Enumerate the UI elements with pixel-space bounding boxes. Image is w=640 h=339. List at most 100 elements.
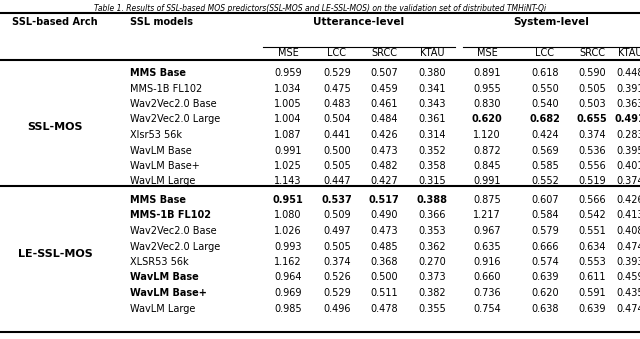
Text: 0.505: 0.505 <box>578 83 606 94</box>
Text: 0.507: 0.507 <box>370 68 398 78</box>
Text: KTAU: KTAU <box>618 48 640 58</box>
Text: 0.374: 0.374 <box>323 257 351 267</box>
Text: 0.341: 0.341 <box>419 83 445 94</box>
Text: 0.591: 0.591 <box>578 288 606 298</box>
Text: 0.388: 0.388 <box>417 195 447 205</box>
Text: 0.967: 0.967 <box>473 226 501 236</box>
Text: 0.358: 0.358 <box>418 161 446 171</box>
Text: Table 1. Results of SSL-based MOS predictors(SSL-MOS and LE-SSL-MOS) on the vali: Table 1. Results of SSL-based MOS predic… <box>94 4 546 13</box>
Text: 0.490: 0.490 <box>371 211 397 220</box>
Text: 0.461: 0.461 <box>371 99 397 109</box>
Text: LE-SSL-MOS: LE-SSL-MOS <box>18 249 92 259</box>
Text: LCC: LCC <box>536 48 554 58</box>
Text: KTAU: KTAU <box>420 48 444 58</box>
Text: 0.517: 0.517 <box>369 195 399 205</box>
Text: 0.666: 0.666 <box>531 241 559 252</box>
Text: 1.005: 1.005 <box>274 99 302 109</box>
Text: 0.483: 0.483 <box>323 99 351 109</box>
Text: 0.550: 0.550 <box>531 83 559 94</box>
Text: 0.969: 0.969 <box>275 288 301 298</box>
Text: 0.845: 0.845 <box>473 161 501 171</box>
Text: 0.585: 0.585 <box>531 161 559 171</box>
Text: 0.474: 0.474 <box>616 241 640 252</box>
Text: 0.635: 0.635 <box>473 241 501 252</box>
Text: LCC: LCC <box>328 48 346 58</box>
Text: 1.120: 1.120 <box>473 130 501 140</box>
Text: 0.395: 0.395 <box>616 145 640 156</box>
Text: 0.529: 0.529 <box>323 68 351 78</box>
Text: 0.503: 0.503 <box>578 99 606 109</box>
Text: 0.916: 0.916 <box>473 257 500 267</box>
Text: 0.459: 0.459 <box>370 83 398 94</box>
Text: MMS Base: MMS Base <box>130 68 186 78</box>
Text: 0.511: 0.511 <box>370 288 398 298</box>
Text: 0.475: 0.475 <box>323 83 351 94</box>
Text: Xlsr53 56k: Xlsr53 56k <box>130 130 182 140</box>
Text: System-level: System-level <box>513 17 589 27</box>
Text: 0.441: 0.441 <box>323 130 351 140</box>
Text: 0.459: 0.459 <box>616 273 640 282</box>
Text: 0.537: 0.537 <box>322 195 353 205</box>
Text: 1.087: 1.087 <box>274 130 302 140</box>
Text: 0.542: 0.542 <box>578 211 606 220</box>
Text: 0.505: 0.505 <box>323 161 351 171</box>
Text: MMS-1B FL102: MMS-1B FL102 <box>130 211 211 220</box>
Text: 0.363: 0.363 <box>616 99 640 109</box>
Text: 0.991: 0.991 <box>275 145 301 156</box>
Text: 0.526: 0.526 <box>323 273 351 282</box>
Text: WavLM Base+: WavLM Base+ <box>130 161 200 171</box>
Text: MSE: MSE <box>477 48 497 58</box>
Text: 0.283: 0.283 <box>616 130 640 140</box>
Text: 0.505: 0.505 <box>323 241 351 252</box>
Text: 0.491: 0.491 <box>614 115 640 124</box>
Text: 0.590: 0.590 <box>578 68 606 78</box>
Text: 0.353: 0.353 <box>418 226 446 236</box>
Text: MSE: MSE <box>278 48 298 58</box>
Text: 0.391: 0.391 <box>616 83 640 94</box>
Text: 0.485: 0.485 <box>370 241 398 252</box>
Text: 0.584: 0.584 <box>531 211 559 220</box>
Text: 0.551: 0.551 <box>578 226 606 236</box>
Text: 0.736: 0.736 <box>473 288 501 298</box>
Text: 0.682: 0.682 <box>529 115 561 124</box>
Text: 0.620: 0.620 <box>531 288 559 298</box>
Text: 0.500: 0.500 <box>370 273 398 282</box>
Text: 0.382: 0.382 <box>418 288 446 298</box>
Text: 1.217: 1.217 <box>473 211 501 220</box>
Text: 0.482: 0.482 <box>370 161 398 171</box>
Text: 0.634: 0.634 <box>579 241 605 252</box>
Text: 0.373: 0.373 <box>418 273 446 282</box>
Text: 0.474: 0.474 <box>616 303 640 314</box>
Text: 0.607: 0.607 <box>531 195 559 205</box>
Text: 1.034: 1.034 <box>275 83 301 94</box>
Text: 0.993: 0.993 <box>275 241 301 252</box>
Text: 0.655: 0.655 <box>577 115 607 124</box>
Text: 0.270: 0.270 <box>418 257 446 267</box>
Text: WavLM Base: WavLM Base <box>130 273 199 282</box>
Text: 0.497: 0.497 <box>323 226 351 236</box>
Text: 0.529: 0.529 <box>323 288 351 298</box>
Text: 0.991: 0.991 <box>473 177 500 186</box>
Text: 0.639: 0.639 <box>531 273 559 282</box>
Text: 0.509: 0.509 <box>323 211 351 220</box>
Text: 1.162: 1.162 <box>274 257 302 267</box>
Text: 0.484: 0.484 <box>371 115 397 124</box>
Text: MMS Base: MMS Base <box>130 195 186 205</box>
Text: 0.424: 0.424 <box>531 130 559 140</box>
Text: 0.478: 0.478 <box>370 303 398 314</box>
Text: 0.380: 0.380 <box>419 68 445 78</box>
Text: Wav2Vec2.0 Large: Wav2Vec2.0 Large <box>130 241 220 252</box>
Text: 1.004: 1.004 <box>275 115 301 124</box>
Text: 0.985: 0.985 <box>274 303 302 314</box>
Text: 0.830: 0.830 <box>473 99 500 109</box>
Text: 1.026: 1.026 <box>274 226 302 236</box>
Text: SSL-based Arch: SSL-based Arch <box>12 17 98 27</box>
Text: 0.401: 0.401 <box>616 161 640 171</box>
Text: 1.025: 1.025 <box>274 161 302 171</box>
Text: 0.393: 0.393 <box>616 257 640 267</box>
Text: 0.579: 0.579 <box>531 226 559 236</box>
Text: 0.504: 0.504 <box>323 115 351 124</box>
Text: 0.361: 0.361 <box>419 115 445 124</box>
Text: 0.574: 0.574 <box>531 257 559 267</box>
Text: WavLM Base: WavLM Base <box>130 145 192 156</box>
